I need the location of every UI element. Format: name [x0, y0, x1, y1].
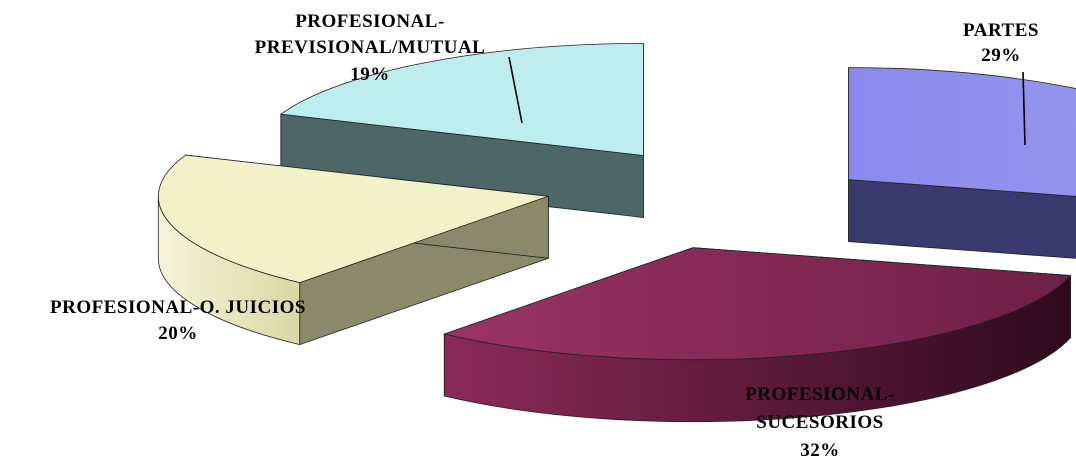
slice-percent-sucesorios: 32%	[800, 440, 840, 461]
slice-label-partes: PARTES	[963, 20, 1039, 41]
slice-percent-juicios: 20%	[158, 323, 198, 344]
slice-label-previsional-line1: PROFESIONAL-	[295, 11, 445, 32]
leader-line-previsional	[508, 56, 523, 124]
slice-label-sucesorios-line1: PROFESIONAL-	[745, 384, 895, 405]
pie-slice-sucesorios	[442, 247, 1072, 423]
slice-percent-partes: 29%	[981, 45, 1021, 66]
slice-percent-previsional: 19%	[350, 64, 390, 85]
pie-slice-partes	[848, 67, 1076, 259]
pie-slice-partes-radial-face-1	[848, 179, 1076, 259]
pie-slice-juicios-top-face	[157, 154, 549, 284]
pie-slice-previsional	[279, 43, 644, 218]
pie-slice-sucesorios-top-face	[442, 247, 1072, 361]
slice-label-juicios: PROFESIONAL-O. JUICIOS	[50, 297, 306, 318]
leader-line-partes	[1022, 71, 1026, 146]
pie-slice-partes-top-face	[848, 67, 1076, 197]
pie-slice-juicios	[157, 154, 549, 346]
slice-label-previsional-line2: PREVISIONAL/MUTUAL	[255, 37, 486, 58]
slice-label-sucesorios-line2: SUCESORIOS	[756, 412, 884, 433]
pie-slice-previsional-top-face	[279, 43, 644, 156]
